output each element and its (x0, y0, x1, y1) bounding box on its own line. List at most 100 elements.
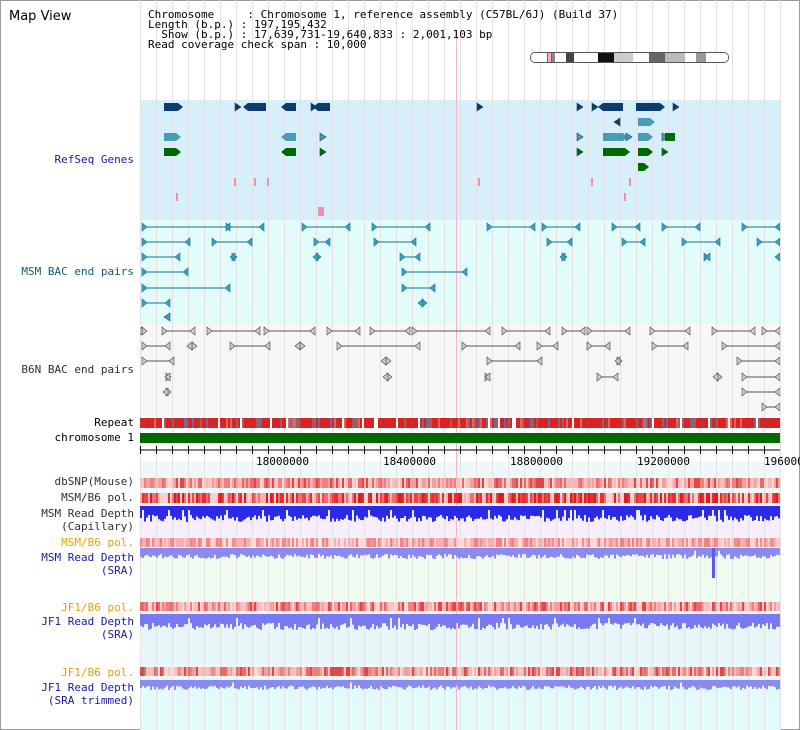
depth-bar (574, 548, 576, 559)
track-label-msm-pol-1[interactable]: MSM/B6 pol. (61, 491, 134, 504)
depth-bar (492, 548, 494, 556)
heat-cell (482, 602, 484, 611)
depth-bar (260, 614, 262, 630)
depth-bar (758, 548, 760, 558)
heat-cell (240, 538, 242, 547)
depth-bar (338, 614, 340, 630)
bac-end (741, 222, 748, 232)
depth-bar (636, 506, 638, 510)
heat-cell (768, 602, 770, 611)
repeat-segment (332, 418, 334, 428)
depth-bar (628, 506, 630, 518)
track-label-jf1-depth-sra[interactable]: JF1 Read Depth (41, 615, 134, 628)
track-label-jf1-depth-trimmed[interactable]: JF1 Read Depth (41, 681, 134, 694)
gridline (268, 0, 269, 730)
feature-canvas[interactable] (140, 0, 780, 730)
depth-bar (632, 614, 634, 624)
track-label-jf1-pol-1[interactable]: JF1/B6 pol. (61, 601, 134, 614)
heat-cell (150, 602, 152, 611)
heat-cell (424, 478, 426, 488)
repeat-segment (648, 418, 650, 428)
depth-bar (400, 548, 402, 557)
gridline (428, 0, 429, 730)
track-label-repeat[interactable]: Repeat (94, 416, 134, 429)
refseq-pink-mark (478, 178, 480, 186)
track-label-chromosome[interactable]: chromosome 1 (54, 431, 134, 444)
depth-bar (542, 506, 544, 510)
heat-cell (668, 478, 670, 488)
heat-cell (344, 493, 346, 503)
heat-cell (396, 538, 398, 547)
heat-cell (324, 478, 326, 488)
depth-bar (270, 680, 272, 688)
depth-bar (502, 680, 504, 689)
depth-bar (156, 680, 158, 687)
heat-cell (350, 478, 352, 488)
depth-bar (420, 548, 422, 557)
heat-cell (256, 493, 258, 503)
heat-cell (652, 493, 654, 503)
depth-bar (764, 506, 766, 519)
depth-bar (336, 548, 338, 557)
heat-cell (186, 478, 188, 488)
depth-bar (542, 680, 544, 690)
depth-bar (540, 614, 542, 624)
heat-cell (538, 493, 540, 503)
heat-cell (774, 493, 776, 503)
depth-bar (320, 614, 322, 630)
heat-cell (410, 478, 412, 488)
depth-bar (482, 614, 484, 628)
heat-cell (176, 493, 178, 503)
bac-end (756, 237, 763, 247)
heat-cell (152, 602, 154, 611)
depth-bar (406, 680, 408, 688)
heat-cell (350, 602, 352, 611)
track-label-jf1-pol-2[interactable]: JF1/B6 pol. (61, 666, 134, 679)
track-label-b6n-bac[interactable]: B6N BAC end pairs (21, 363, 134, 376)
depth-bar (658, 548, 660, 556)
heat-cell (572, 667, 574, 676)
repeat-segment (156, 418, 158, 428)
track-label-msm-depth-cap[interactable]: MSM Read Depth (41, 507, 134, 520)
track-label-dbsnp[interactable]: dbSNP(Mouse) (54, 475, 134, 488)
track-label-msm-pol-2[interactable]: MSM/B6 pol. (61, 536, 134, 549)
depth-bar (458, 548, 460, 559)
depth-bar (210, 548, 212, 559)
track-label-refseq[interactable]: RefSeq Genes (54, 153, 134, 166)
repeat-segment (470, 418, 472, 428)
heat-cell (332, 602, 334, 611)
ideogram-current-region[interactable] (546, 53, 552, 62)
heat-cell (520, 602, 522, 611)
depth-bar (638, 548, 640, 557)
heat-cell (582, 493, 584, 503)
depth-bar (364, 506, 366, 517)
heat-cell (618, 538, 620, 547)
repeat-segment (638, 418, 640, 428)
heat-cell (372, 478, 374, 488)
chromosome-ideogram[interactable] (530, 52, 729, 63)
depth-bar (524, 548, 526, 555)
depth-bar (590, 614, 592, 627)
gridline (460, 0, 461, 730)
depth-bar (458, 680, 460, 690)
track-label-msm-bac[interactable]: MSM BAC end pairs (21, 265, 134, 278)
depth-bar (260, 680, 262, 688)
depth-bar (718, 506, 720, 510)
heat-cell (718, 493, 720, 503)
repeat-segment (740, 418, 742, 428)
repeat-segment (206, 418, 208, 428)
depth-bar (426, 506, 428, 520)
heat-cell (672, 538, 674, 547)
heat-cell (400, 667, 402, 676)
refseq-gene-arrow (576, 132, 584, 142)
repeat-segment (494, 418, 496, 428)
heat-cell (142, 478, 144, 488)
heat-cell (172, 667, 174, 676)
heat-cell (602, 493, 604, 503)
depth-bar (212, 680, 214, 687)
gridline (540, 0, 541, 730)
b6n-end (612, 372, 619, 382)
track-label-msm-depth-sra[interactable]: MSM Read Depth (41, 551, 134, 564)
depth-bar (654, 680, 656, 687)
heat-cell (508, 478, 510, 488)
